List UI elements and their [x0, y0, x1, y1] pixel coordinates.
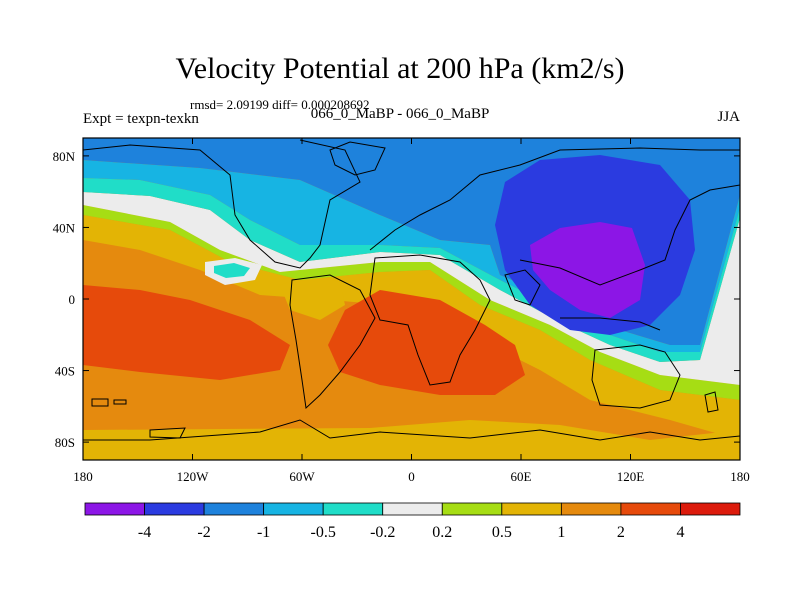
coastline-antarctic-peninsula — [149, 427, 186, 439]
x-tick-label-6: 180 — [730, 469, 750, 484]
season-label: JJA — [717, 109, 740, 125]
coastline-south-america — [289, 274, 376, 410]
contour-band-0.5-1 — [83, 420, 740, 460]
colorbar-label-6: 0.5 — [492, 524, 512, 541]
x-tick-label-1: 120W — [177, 469, 210, 484]
colorbar-box-9 — [620, 502, 681, 516]
colorbar-box-10 — [680, 502, 741, 516]
colorbar-box-7 — [501, 502, 562, 516]
colorbar-label-9: 4 — [676, 524, 684, 541]
contour-band-cyan-patch — [214, 263, 250, 278]
colorbar: -4 -2 -1 -0.5 -0.2 0.2 0.5 1 2 4 — [84, 502, 741, 541]
colorbar-label-2: -1 — [257, 524, 270, 541]
y-tick-label-2: 0 — [69, 292, 76, 307]
contour-band-0.2-0.5 — [83, 205, 740, 400]
x-tick-label-3: 0 — [408, 469, 415, 484]
coastline-small-island — [91, 398, 127, 407]
x-tick-label-0: 180 — [73, 469, 93, 484]
colorbar-label-8: 2 — [617, 524, 625, 541]
colorbar-box-5 — [382, 502, 443, 516]
colorbar-label-4: -0.2 — [370, 524, 395, 541]
chart-title: Velocity Potential at 200 hPa (km2/s) — [175, 52, 625, 85]
contour-band-neutral — [83, 192, 740, 385]
y-tick-label-0: 80N — [53, 149, 76, 164]
colorbar-box-0 — [84, 502, 145, 516]
colorbar-box-4 — [322, 502, 384, 516]
coastline-india — [504, 269, 541, 306]
coastlines — [83, 139, 740, 441]
coastline-indonesia — [560, 317, 661, 331]
colorbar-label-3: -0.5 — [311, 524, 336, 541]
axis-ticks: 180 120W 60W 0 60E 120E 180 80N 40N 0 40S 80S — [53, 138, 750, 484]
colorbar-label-1: -2 — [197, 524, 210, 541]
coastline-new-zealand — [704, 391, 719, 413]
colorbar-box-6 — [441, 502, 503, 516]
colorbar-label-7: 1 — [557, 524, 565, 541]
x-tick-label-4: 60E — [511, 469, 532, 484]
stats-label: rmsd= 2.09199 diff= 0.000208692 — [190, 97, 370, 112]
colorbar-box-2 — [203, 502, 265, 516]
contour-band-below-minus-4 — [530, 222, 645, 318]
contour-band-0.5-1-brazil — [280, 275, 345, 320]
colorbar-box-1 — [144, 502, 205, 516]
colorbar-label-0: -4 — [138, 524, 151, 541]
coastline-greenland — [329, 141, 386, 176]
y-tick-label-3: 40S — [55, 364, 75, 379]
coastline-europe-asia — [369, 147, 740, 286]
y-tick-label-1: 40N — [53, 220, 76, 235]
x-tick-label-2: 60W — [289, 469, 315, 484]
coastline-australia — [591, 344, 681, 409]
coastline-antarctica — [83, 419, 740, 441]
x-tick-label-5: 120E — [617, 469, 645, 484]
coastline-africa — [369, 254, 491, 386]
contour-band-2-4-pacific — [83, 285, 290, 380]
coastline-north-america — [83, 139, 361, 269]
contour-band-minus-1-0.5 — [83, 160, 740, 352]
contour-fill — [83, 138, 740, 460]
case-label: 066_0_MaBP - 066_0_MaBP — [310, 106, 490, 122]
contour-band-2-4-africa — [328, 290, 525, 395]
colorbar-label-5: 0.2 — [432, 524, 452, 541]
colorbar-box-8 — [560, 502, 622, 516]
colorbar-box-3 — [263, 502, 324, 516]
contour-band-minus-0.5-0.2 — [83, 178, 740, 362]
experiment-label: Expt = texpn-texkn — [83, 111, 199, 127]
y-tick-label-4: 80S — [55, 435, 75, 450]
